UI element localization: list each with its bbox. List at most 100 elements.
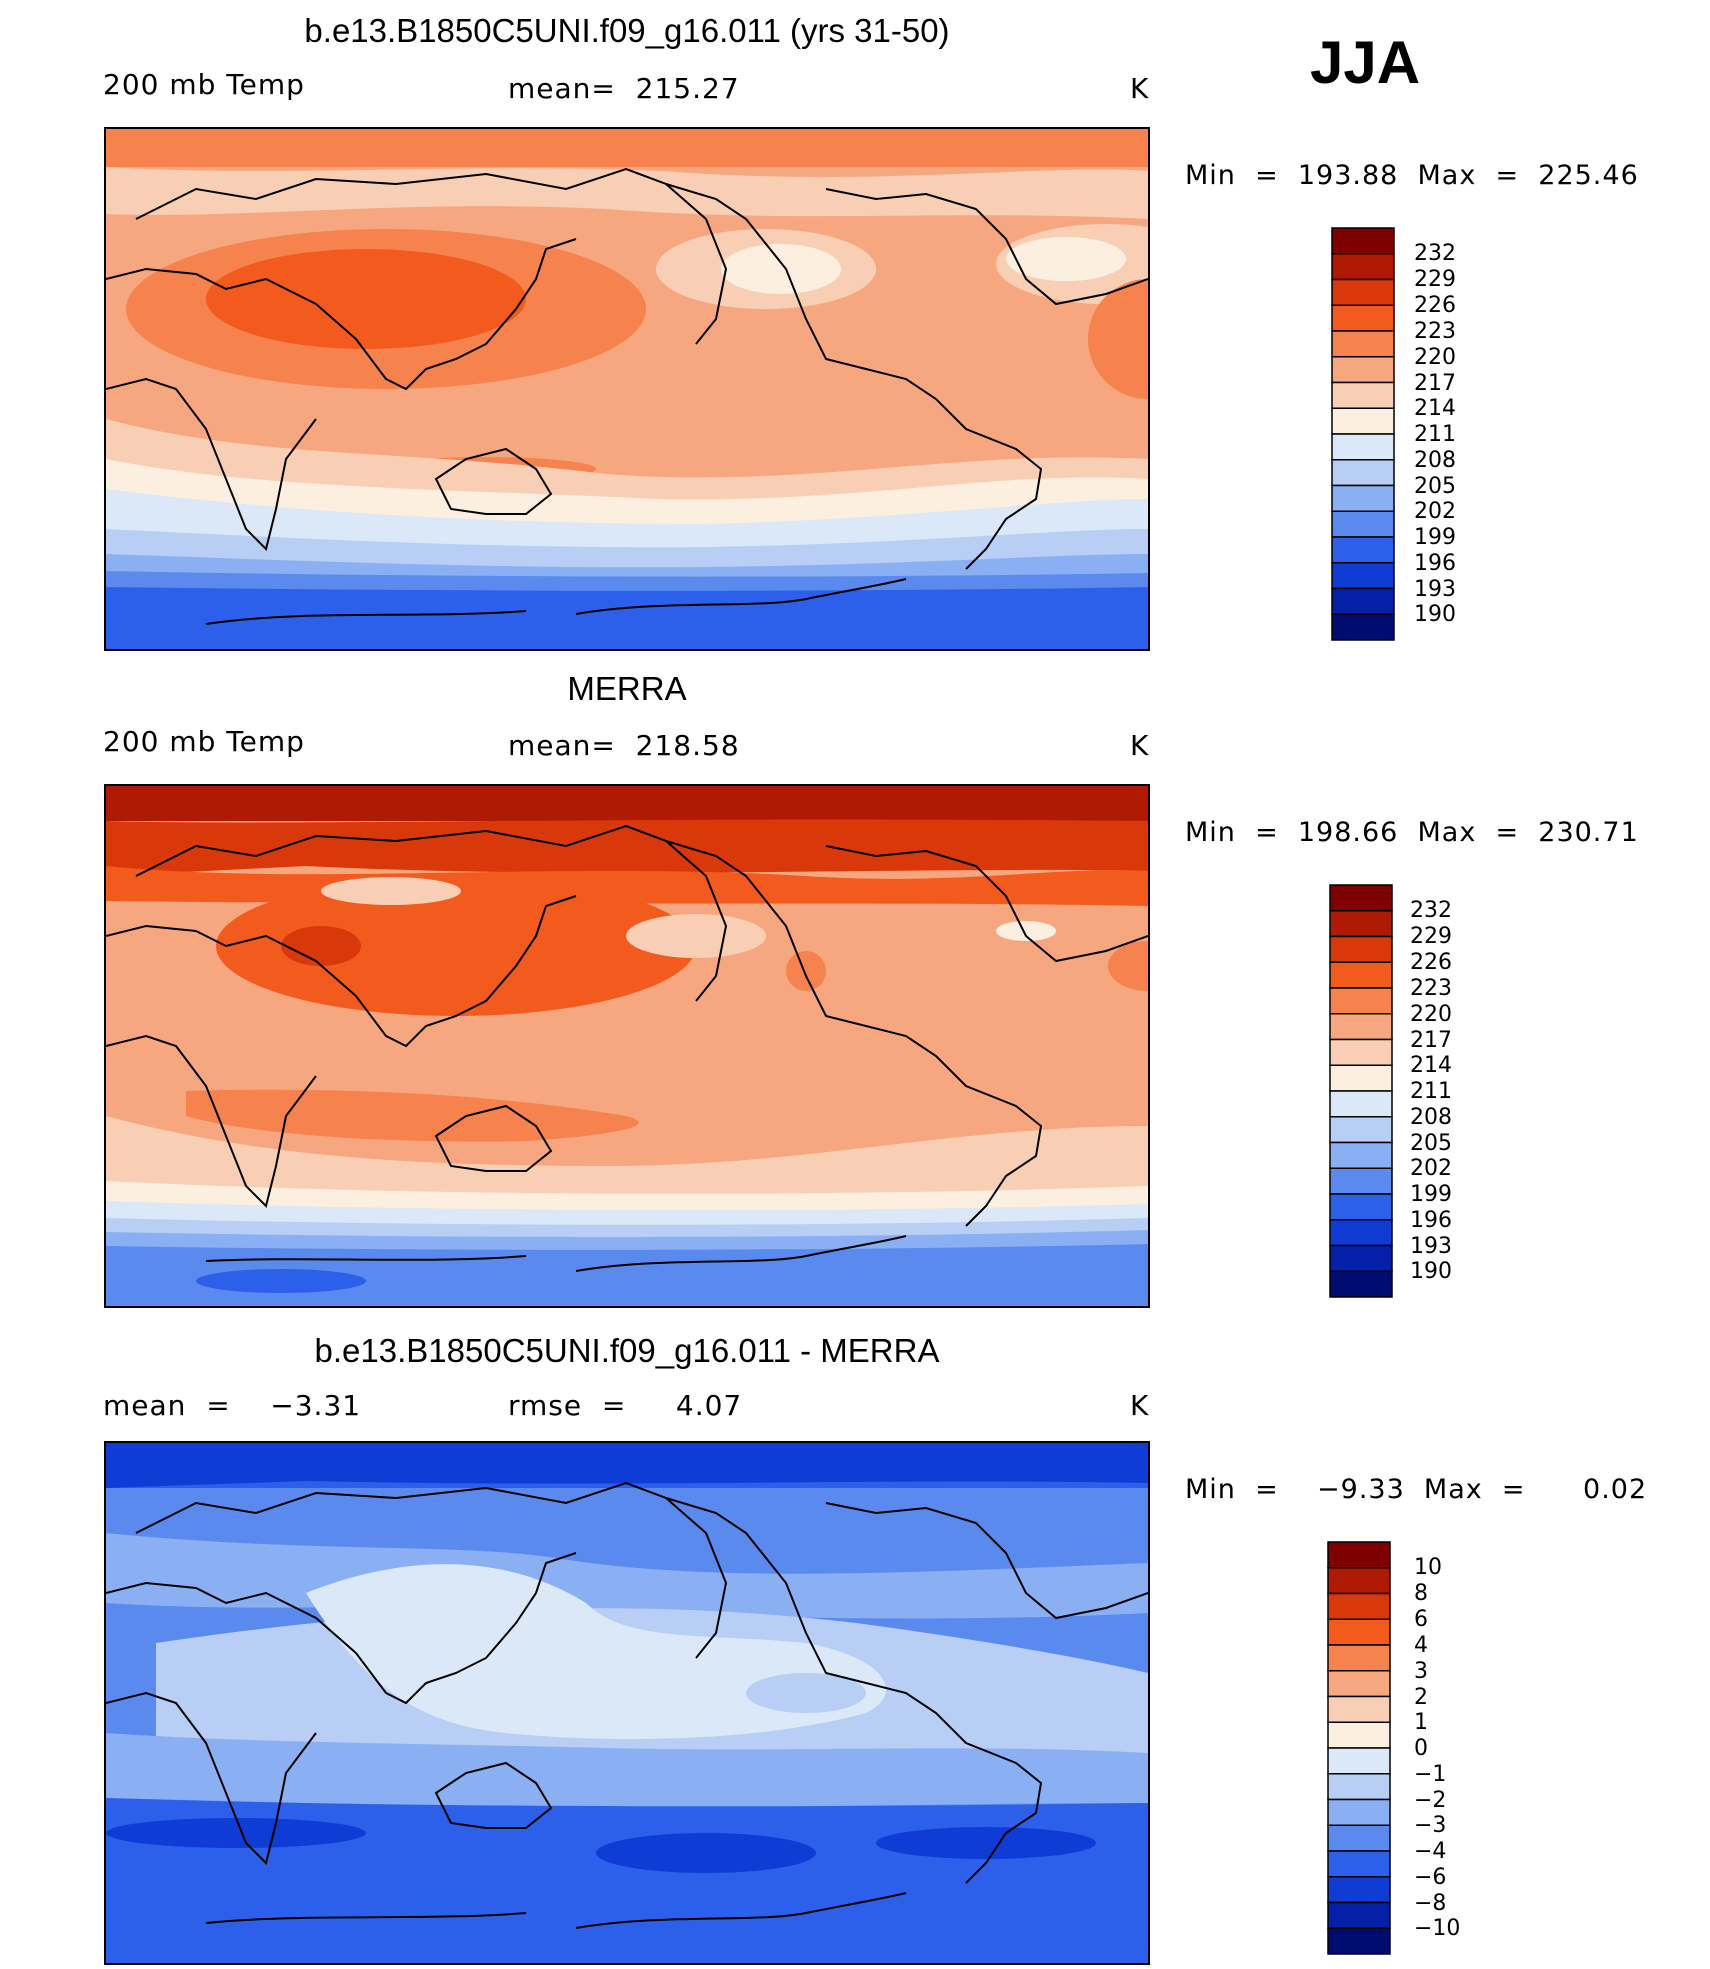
colorbar-swatch [1327, 1695, 1391, 1723]
colorbar-swatch [1331, 356, 1395, 384]
colorbar-swatch [1331, 278, 1395, 306]
colorbar-label: −10 [1414, 1916, 1461, 1941]
colorbar-swatch [1329, 1038, 1393, 1066]
panel1-contour-field [106, 129, 1148, 649]
panel1-map [104, 127, 1150, 651]
colorbar-label: 229 [1410, 924, 1452, 949]
colorbar-label: 2 [1414, 1685, 1428, 1710]
colorbar-label: 196 [1410, 1208, 1452, 1233]
colorbar-swatch [1327, 1824, 1391, 1852]
colorbar-label: 202 [1410, 1156, 1452, 1181]
panel1-colorbar-swatches [1331, 227, 1395, 641]
colorbar-swatch [1331, 407, 1395, 435]
colorbar-swatch [1331, 433, 1395, 461]
panel3-units: K [1130, 1389, 1150, 1422]
colorbar-swatch [1331, 484, 1395, 512]
panel1-minmax: Min = 193.88 Max = 225.46 [1185, 160, 1639, 191]
colorbar-swatch [1327, 1876, 1391, 1904]
panel3-map [104, 1441, 1150, 1965]
colorbar-label: −8 [1414, 1891, 1447, 1916]
colorbar-label: 199 [1410, 1182, 1452, 1207]
panel2-colorbar [1329, 884, 1393, 1298]
colorbar-label: 232 [1410, 898, 1452, 923]
panel3-contour-field [106, 1443, 1148, 1963]
colorbar-swatch [1329, 1064, 1393, 1092]
colorbar-label: 211 [1414, 422, 1456, 447]
colorbar-swatch [1331, 587, 1395, 615]
colorbar-label: 193 [1414, 577, 1456, 602]
colorbar-label: 190 [1414, 602, 1456, 627]
colorbar-swatch [1327, 1618, 1391, 1646]
colorbar-label: −6 [1414, 1865, 1447, 1890]
colorbar-swatch [1331, 330, 1395, 358]
colorbar-label: 220 [1410, 1002, 1452, 1027]
colorbar-label: 193 [1410, 1234, 1452, 1259]
panel3-colorbar-swatches [1327, 1541, 1391, 1955]
colorbar-swatch [1329, 987, 1393, 1015]
colorbar-label: 10 [1414, 1555, 1442, 1580]
colorbar-swatch [1331, 613, 1395, 641]
colorbar-swatch [1329, 1090, 1393, 1118]
panel2-title: MERRA [567, 670, 687, 707]
panel1-colorbar [1331, 227, 1395, 641]
panel3-mean: mean = −3.31 [103, 1389, 362, 1422]
panel3-colorbar [1327, 1541, 1391, 1955]
colorbar-swatch [1331, 562, 1395, 590]
colorbar-swatch [1327, 1927, 1391, 1955]
season-label: JJA [1310, 29, 1421, 96]
colorbar-label: 205 [1410, 1131, 1452, 1156]
panel2-mean: mean= 218.58 [508, 729, 740, 762]
colorbar-label: 208 [1410, 1105, 1452, 1130]
colorbar-swatch [1327, 1567, 1391, 1595]
colorbar-label: 223 [1410, 976, 1452, 1001]
colorbar-swatch [1327, 1901, 1391, 1929]
colorbar-label: 226 [1414, 293, 1456, 318]
colorbar-label: 220 [1414, 345, 1456, 370]
colorbar-swatch [1331, 227, 1395, 255]
colorbar-label: 190 [1410, 1259, 1452, 1284]
colorbar-label: 214 [1410, 1053, 1452, 1078]
colorbar-label: 226 [1410, 950, 1452, 975]
colorbar-label: 196 [1414, 551, 1456, 576]
panel1-mean: mean= 215.27 [508, 72, 740, 105]
colorbar-swatch [1327, 1747, 1391, 1775]
panel3-rmse: rmse = 4.07 [508, 1389, 743, 1422]
colorbar-label: 205 [1414, 474, 1456, 499]
colorbar-label: 208 [1414, 448, 1456, 473]
panel3-minmax: Min = −9.33 Max = 0.02 [1185, 1474, 1648, 1505]
panel2-variable: 200 mb Temp [103, 725, 305, 758]
colorbar-swatch [1329, 1244, 1393, 1272]
colorbar-swatch [1327, 1592, 1391, 1620]
colorbar-label: 8 [1414, 1581, 1428, 1606]
colorbar-swatch [1329, 1141, 1393, 1169]
colorbar-label: 211 [1410, 1079, 1452, 1104]
colorbar-label: −4 [1414, 1839, 1447, 1864]
colorbar-label: 199 [1414, 525, 1456, 550]
panel2-map [104, 784, 1150, 1308]
colorbar-swatch [1329, 1116, 1393, 1144]
colorbar-label: 4 [1414, 1633, 1428, 1658]
colorbar-swatch [1331, 381, 1395, 409]
colorbar-swatch [1329, 1193, 1393, 1221]
colorbar-label: −3 [1414, 1813, 1447, 1838]
colorbar-label: −2 [1414, 1788, 1447, 1813]
colorbar-label: 1 [1414, 1710, 1428, 1735]
colorbar-swatch [1329, 884, 1393, 912]
panel1-variable: 200 mb Temp [103, 68, 305, 101]
colorbar-label: 217 [1410, 1028, 1452, 1053]
colorbar-swatch [1327, 1721, 1391, 1749]
panel2-contour-field [106, 786, 1148, 1306]
colorbar-swatch [1329, 910, 1393, 938]
colorbar-swatch [1329, 961, 1393, 989]
colorbar-swatch [1331, 536, 1395, 564]
colorbar-swatch [1331, 253, 1395, 281]
colorbar-label: 214 [1414, 396, 1456, 421]
panel2-units: K [1130, 729, 1150, 762]
colorbar-label: 6 [1414, 1607, 1428, 1632]
colorbar-label: 202 [1414, 499, 1456, 524]
panel2-colorbar-swatches [1329, 884, 1393, 1298]
colorbar-label: 217 [1414, 371, 1456, 396]
colorbar-swatch [1329, 935, 1393, 963]
colorbar-swatch [1327, 1644, 1391, 1672]
panel3-title: b.e13.B1850C5UNI.f09_g16.011 - MERRA [314, 1332, 940, 1369]
